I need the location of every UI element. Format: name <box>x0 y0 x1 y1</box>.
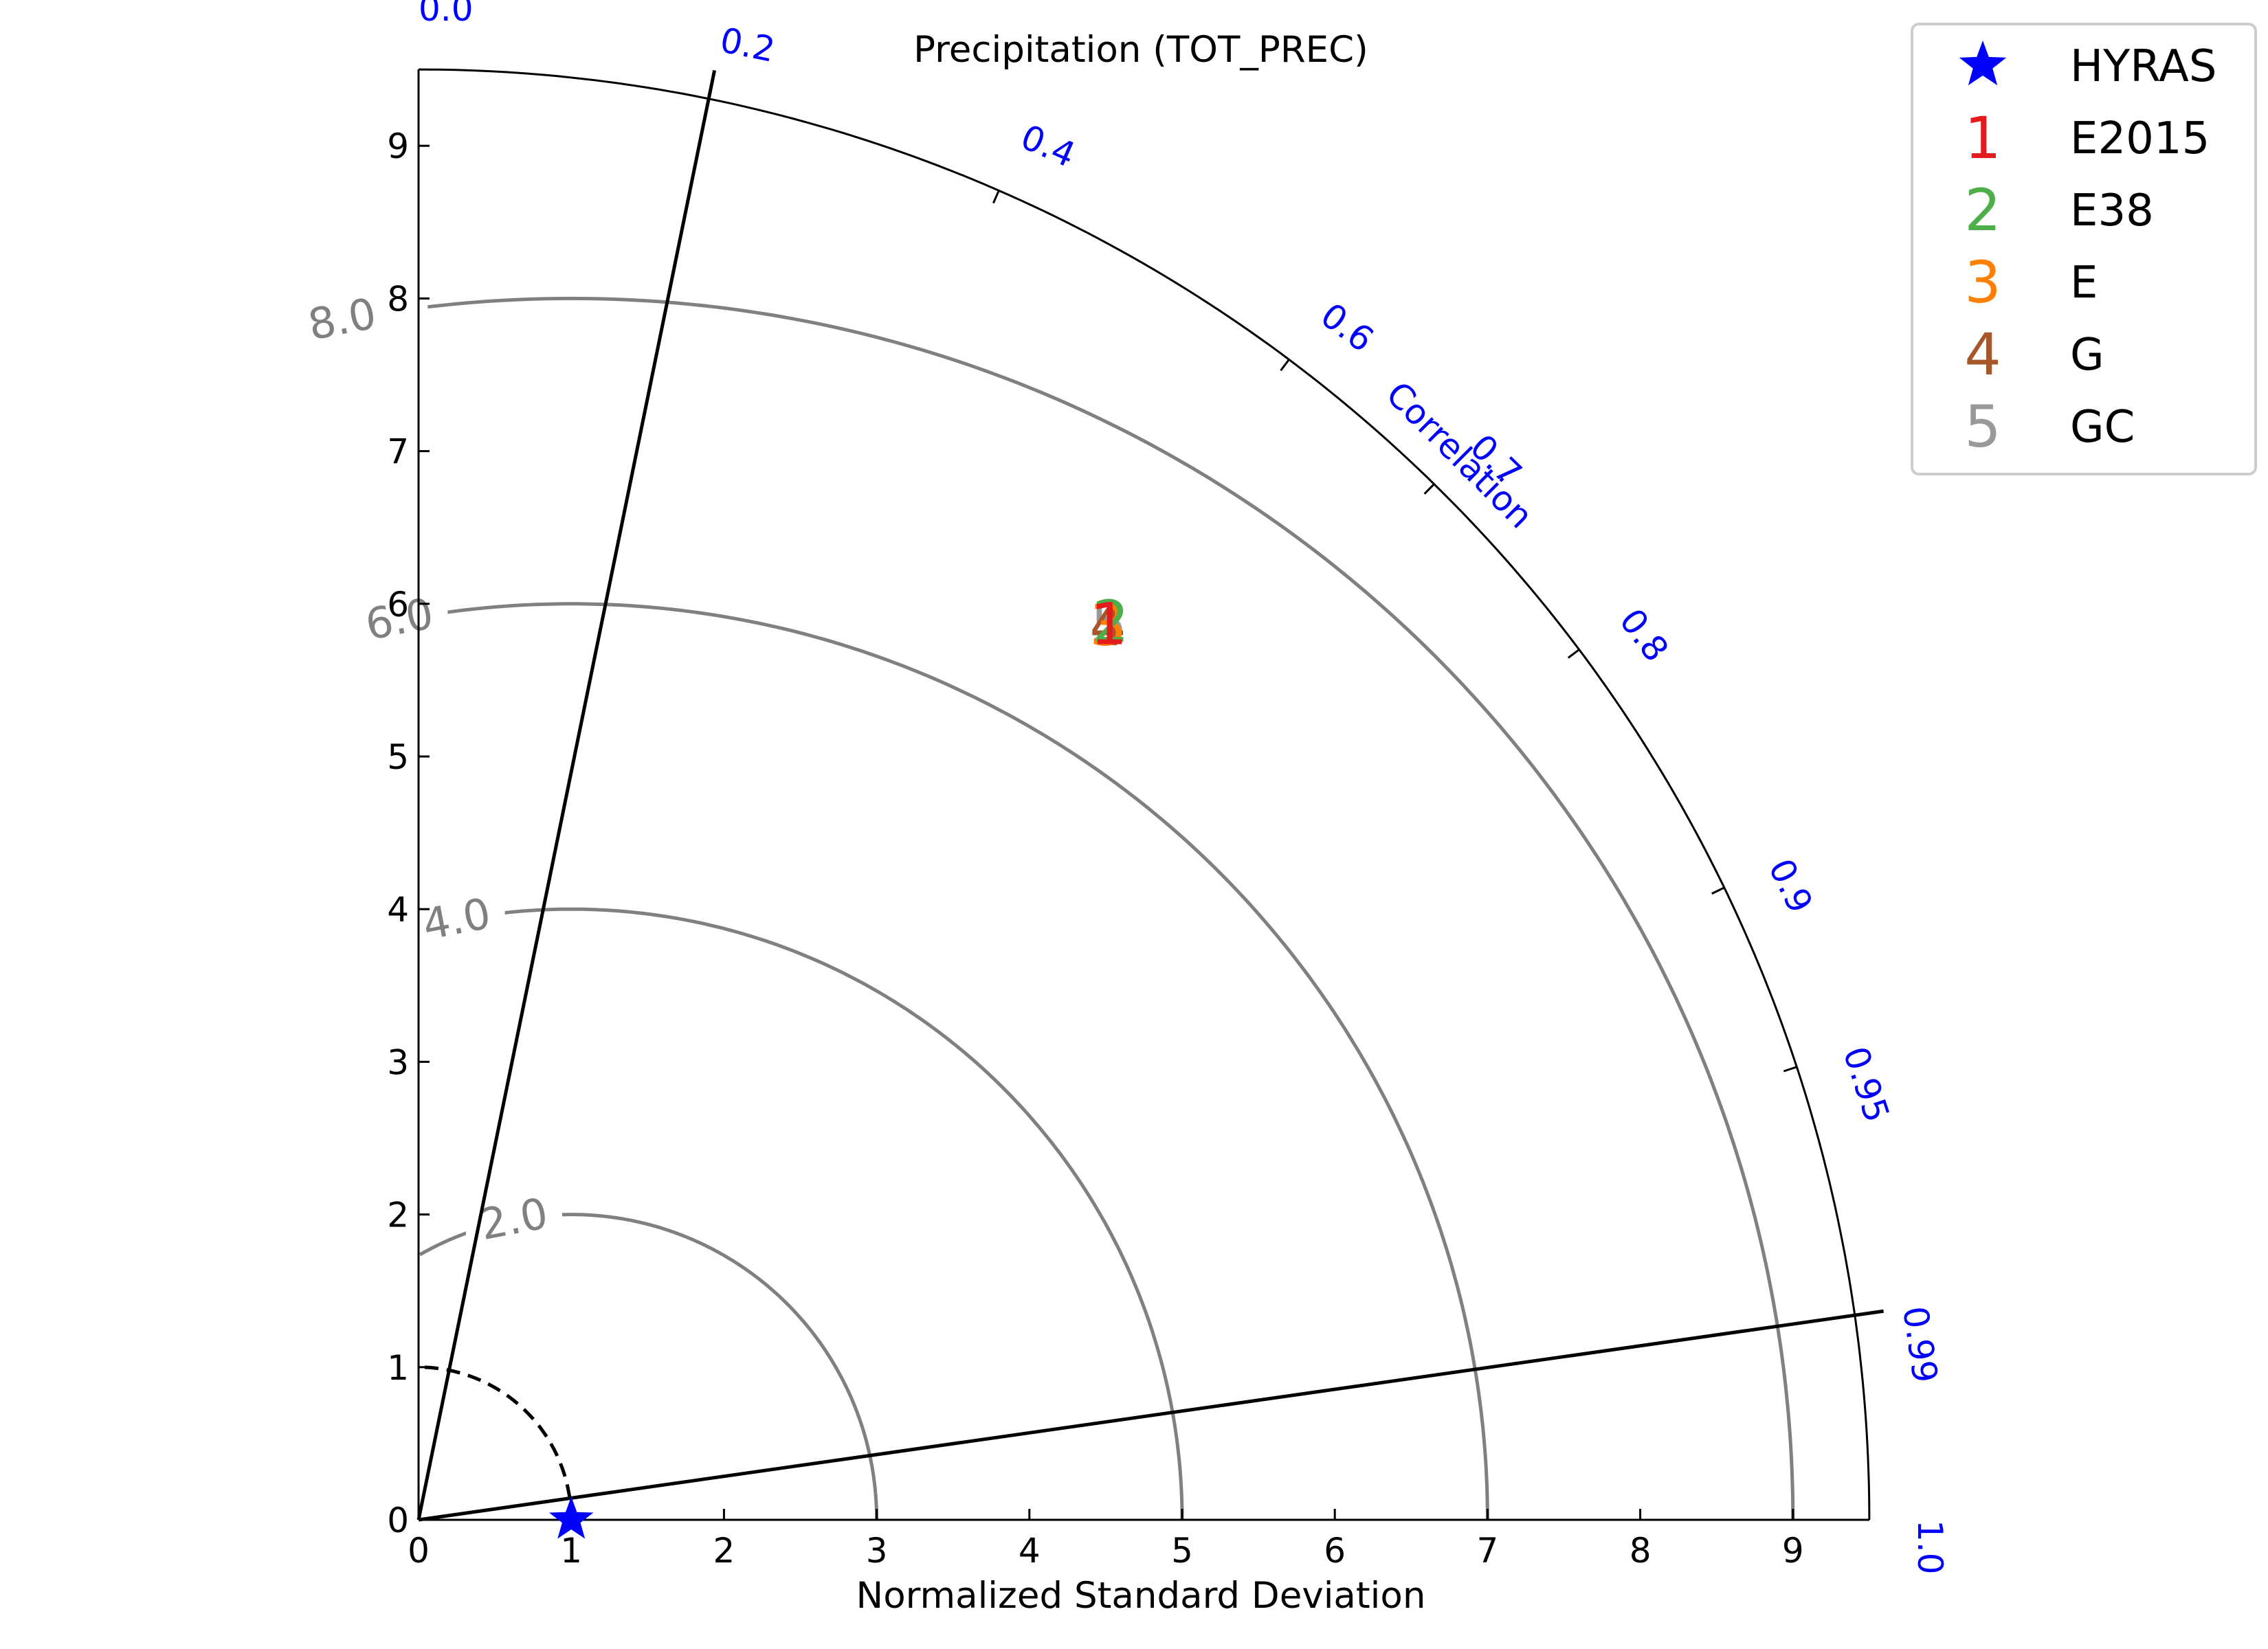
legend-label-5: GC <box>2070 402 2135 453</box>
y-tick-label: 8 <box>387 279 409 319</box>
rms-label-bg <box>294 292 391 348</box>
legend-frame <box>1911 23 2257 475</box>
correlation-tick-label: 0.6 <box>1313 295 1381 360</box>
diagram-frame <box>417 68 1871 1521</box>
legend-marker-5: 5 <box>1964 393 2001 460</box>
x-tick-label: 5 <box>1171 1531 1193 1571</box>
legend-marker-3: 3 <box>1964 249 2001 316</box>
reference-point-star <box>548 1496 594 1539</box>
data-point-1: 1 <box>1091 590 1127 658</box>
rms-contour-8.0 <box>427 296 1795 1521</box>
legend-label-reference: HYRAS <box>2070 41 2217 92</box>
correlation-tick-label: 0.9 <box>1761 853 1821 919</box>
correlation-tick <box>1423 483 1435 495</box>
data-point-4: 4 <box>1089 592 1126 659</box>
x-tick-label: 1 <box>560 1531 582 1571</box>
correlation-tick <box>992 190 1000 204</box>
y-tick-label: 3 <box>387 1042 409 1082</box>
legend-marker-2: 2 <box>1964 177 2001 244</box>
legend-marker-1: 1 <box>1964 104 2001 172</box>
rms-contours: 2.0 4.0 6.0 8.0 <box>294 288 1795 1521</box>
correlation-tick <box>1783 1066 1797 1073</box>
legend-label-3: E <box>2070 258 2098 309</box>
correlation-tick <box>1280 359 1290 372</box>
legend-marker-4: 4 <box>1964 321 2001 388</box>
correlation-line-0.2 <box>416 69 717 1521</box>
correlation-tick-label: 0.99 <box>1895 1304 1945 1385</box>
legend-star-icon <box>1959 41 2007 86</box>
rms-label-6.0: 6.0 <box>362 588 438 650</box>
rms-label-8.0: 8.0 <box>304 288 381 350</box>
rms-label-4.0: 4.0 <box>419 888 495 950</box>
x-axis-label: Normalized Standard Deviation <box>856 1575 1426 1617</box>
rms-label-2.0: 2.0 <box>476 1188 552 1250</box>
y-tick-label: 9 <box>387 126 409 166</box>
chart-title: Precipitation (TOT_PREC) <box>913 29 1368 71</box>
rms-contour-2.0 <box>419 1213 879 1520</box>
x-tick-label: 0 <box>408 1531 430 1571</box>
correlation-tick <box>704 98 710 113</box>
correlation-tick-label: 0.0 <box>419 0 474 29</box>
rms-contour-6.0 <box>420 602 1489 1520</box>
legend: HYRAS 1 E2015 2 E38 3 E 4 G 5 GC <box>1911 23 2257 475</box>
correlation-tick <box>1841 1314 1856 1319</box>
legend-label-1: E2015 <box>2070 113 2210 164</box>
reference-std-arc <box>419 1365 573 1520</box>
x-tick-label: 3 <box>866 1531 888 1571</box>
data-point-2: 2 <box>1092 588 1129 655</box>
correlation-tick-label: 0.8 <box>1612 601 1676 669</box>
x-tick-label: 9 <box>1782 1531 1804 1571</box>
correlation-line-0.99 <box>418 1309 1884 1522</box>
legend-label-2: E38 <box>2070 186 2154 236</box>
y-tick-label: 0 <box>387 1501 409 1540</box>
x-tick-label: 4 <box>1019 1531 1041 1571</box>
x-tick-label: 6 <box>1324 1531 1346 1571</box>
tick-labels: 001122334455667788990.00.20.40.60.70.80.… <box>387 0 1950 1575</box>
y-tick-label: 5 <box>387 737 409 777</box>
correlation-tick-label: 0.95 <box>1835 1042 1897 1127</box>
correlation-tick-label: 0.2 <box>717 20 778 70</box>
y-tick-label: 1 <box>387 1348 409 1388</box>
y-tick-label: 4 <box>387 890 409 930</box>
data-point-3: 3 <box>1089 592 1126 659</box>
legend-entries: HYRAS 1 E2015 2 E38 3 E 4 G 5 GC <box>1959 41 2217 460</box>
y-tick-label: 7 <box>387 432 409 472</box>
correlation-tick <box>1567 649 1580 659</box>
x-tick-label: 2 <box>713 1531 735 1571</box>
data-point-5: 5 <box>1091 590 1127 658</box>
legend-label-4: G <box>2070 330 2104 381</box>
rms-label-bg <box>408 892 505 947</box>
correlation-tick-label: 0.4 <box>1015 117 1081 175</box>
correlation-tick <box>1711 886 1725 895</box>
rms-label-bg <box>351 592 448 648</box>
rms-contour-4.0 <box>419 907 1184 1520</box>
y-tick-label: 2 <box>387 1196 409 1235</box>
correlation-arc <box>418 68 1871 1521</box>
x-tick-label: 7 <box>1476 1531 1498 1571</box>
correlation-lines <box>416 69 1884 1522</box>
correlation-tick-label: 1.0 <box>1910 1520 1950 1575</box>
x-tick-label: 8 <box>1630 1531 1652 1571</box>
y-tick-label: 6 <box>387 585 409 625</box>
